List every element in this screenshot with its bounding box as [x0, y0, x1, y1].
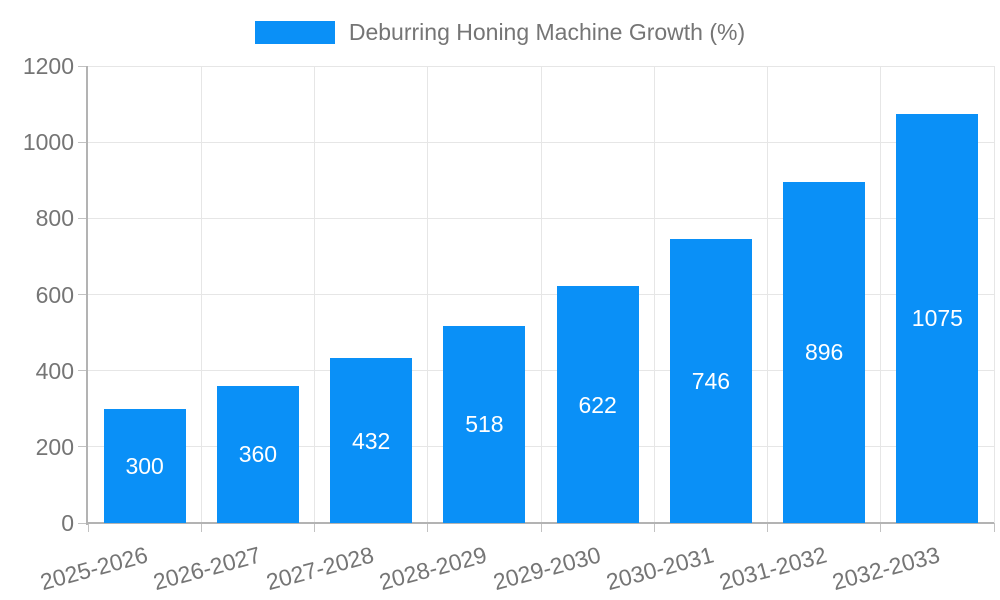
y-axis-label: 800	[35, 205, 74, 232]
gridline-vertical	[427, 66, 429, 523]
y-axis-label: 1000	[22, 129, 74, 156]
gridline-vertical	[767, 66, 768, 523]
bar-2029-2030	[556, 286, 639, 523]
x-axis-label: 2031-2032	[716, 541, 830, 596]
x-axis-tick	[653, 523, 655, 532]
bar-value-label: 896	[804, 339, 844, 366]
bar-value-label: 360	[238, 441, 278, 468]
y-axis-tick	[78, 141, 88, 143]
x-axis-tick	[314, 523, 315, 532]
gridline-vertical	[200, 66, 202, 523]
x-axis-tick	[993, 523, 995, 532]
y-axis-line	[86, 66, 88, 525]
bar-value-label: 1075	[911, 305, 963, 332]
y-axis-label: 1200	[22, 53, 74, 79]
bar-value-label: 300	[125, 452, 164, 479]
y-axis-tick	[78, 522, 88, 524]
y-axis-tick	[78, 294, 88, 295]
x-axis-label: 2028-2029	[376, 541, 490, 596]
bar-2030-2031	[669, 238, 752, 523]
bar-value-label: 432	[351, 427, 391, 454]
bar-2028-2029	[443, 325, 526, 523]
x-axis-label: 2029-2030	[490, 541, 603, 596]
gridline-vertical	[314, 66, 315, 523]
x-axis-tick	[540, 523, 542, 532]
x-axis-tick	[427, 523, 429, 532]
bar-value-label: 518	[465, 411, 504, 438]
gridline-vertical	[653, 66, 655, 523]
x-axis-label: 2027-2028	[263, 541, 377, 596]
bar-2032-2033	[896, 113, 979, 523]
y-axis-label: 600	[35, 281, 74, 308]
x-axis-label: 2026-2027	[150, 541, 264, 596]
legend-color-swatch	[254, 21, 335, 44]
gridline-vertical	[993, 66, 995, 523]
x-axis-label: 2030-2031	[603, 541, 717, 596]
x-axis-label: 2025-2026	[37, 541, 150, 596]
bar-2026-2027	[216, 385, 299, 523]
y-axis-label: 0	[61, 510, 74, 536]
bar-value-label: 622	[578, 391, 617, 418]
bar-2025-2026	[103, 408, 186, 523]
chart-legend: Deburring Honing Machine Growth (%)	[0, 19, 1000, 46]
y-axis-label: 400	[35, 357, 74, 384]
bar-value-label: 746	[691, 367, 731, 394]
y-axis-tick	[78, 65, 88, 67]
bar-2031-2032	[783, 181, 866, 523]
bar-2027-2028	[330, 358, 413, 523]
y-axis-label: 200	[35, 433, 74, 460]
x-axis-label: 2032-2033	[829, 541, 943, 596]
y-axis-tick	[78, 217, 88, 219]
y-axis-tick	[78, 446, 88, 448]
x-axis-tick	[200, 523, 202, 532]
x-axis-tick	[87, 523, 89, 532]
gridline-vertical	[880, 66, 882, 523]
y-axis-tick	[78, 370, 88, 372]
x-axis-tick	[767, 523, 768, 532]
x-axis-line	[88, 522, 994, 524]
legend-label: Deburring Honing Machine Growth (%)	[348, 19, 746, 45]
x-axis-tick	[880, 523, 882, 532]
gridline-vertical	[540, 66, 542, 523]
